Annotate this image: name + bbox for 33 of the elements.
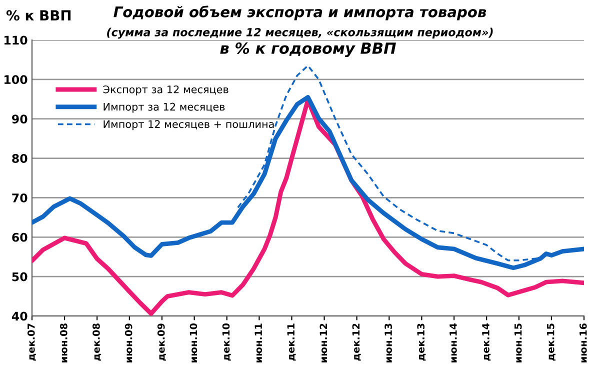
x-tick-label: дек.11 (287, 324, 296, 361)
y-tick-label: 80 (12, 154, 28, 163)
x-tick-label: июн.14 (450, 323, 457, 362)
x-tick-label: июн.13 (384, 324, 392, 362)
x-tick-label: дек.13 (417, 324, 426, 361)
y-tick-label: 40 (12, 312, 28, 321)
x-tick-label: дек.14 (482, 323, 491, 361)
y-tick-label: 70 (12, 193, 28, 202)
y-tick-label: 60 (12, 232, 28, 242)
y-tick-label: 90 (12, 114, 28, 124)
x-tick-label: дек.09 (157, 324, 166, 361)
legend-label: Импорт за 12 месяцев (104, 102, 225, 113)
y-axis-title: % к ВВП (6, 10, 71, 21)
legend-label: Экспорт за 12 месяцев (103, 85, 228, 96)
x-tick-label: дек.15 (547, 324, 556, 361)
x-tick-label: дек.07 (27, 324, 36, 361)
x-tick-label: июн.10 (190, 323, 198, 362)
y-tick-label: 100 (4, 75, 28, 84)
x-tick-label: дек.10 (222, 323, 231, 361)
y-tick-label: 50 (12, 272, 28, 282)
x-tick-label: июн.12 (320, 324, 328, 362)
chart-title: Годовой объем экспорта и импорта товаров (114, 6, 486, 20)
x-tick-label: дек.08 (92, 324, 102, 361)
x-tick-label: июн.08 (60, 324, 68, 362)
y-tick-label: 110 (4, 36, 28, 45)
x-tick-label: июн.09 (124, 324, 132, 362)
x-tick-label: июн.11 (254, 324, 262, 362)
x-tick-label: июн.16 (579, 323, 587, 362)
x-tick-label: июн.15 (514, 324, 522, 362)
legend-label: Импорт 12 месяцев + пошлина (104, 120, 274, 130)
x-tick-label: дек.12 (352, 324, 361, 361)
annotation: в % к годовому ВВП (220, 42, 396, 58)
chart-subtitle: (сумма за последние 12 месяцев, «скользящим периодом») (107, 28, 493, 39)
